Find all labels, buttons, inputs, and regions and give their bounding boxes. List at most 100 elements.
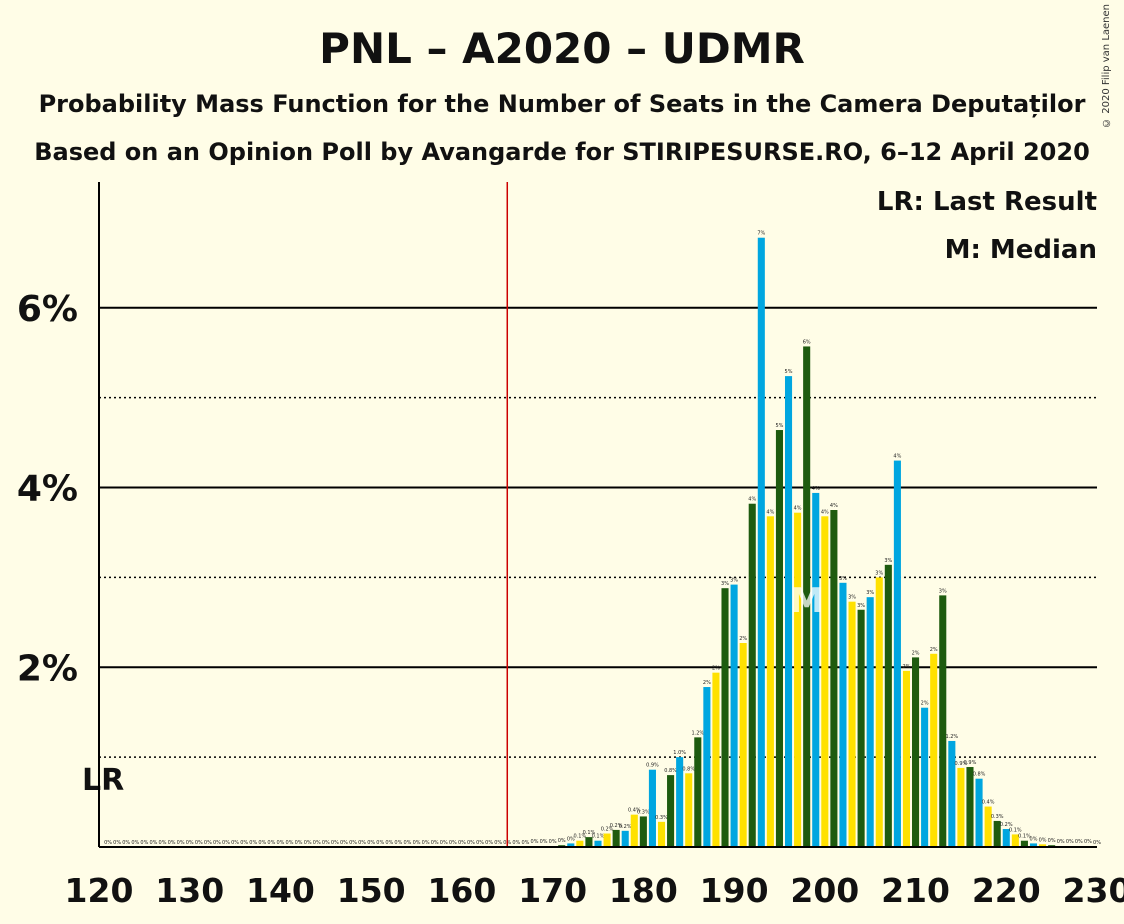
bar: [1029, 843, 1038, 847]
bar-value-label: 0%: [258, 840, 266, 846]
x-tick-label: 150: [337, 871, 406, 910]
bar-value-label: 0%: [240, 840, 248, 846]
bar-value-label: 2%: [712, 666, 720, 672]
bar-value-label: 0%: [521, 840, 529, 846]
bar-value-label: 0.8%: [682, 766, 695, 772]
bar-value-label: 0%: [558, 838, 566, 844]
bar: [657, 821, 666, 847]
bar: [748, 503, 756, 847]
bar: [884, 564, 892, 847]
bar-value-label: 4%: [821, 509, 829, 515]
x-tick-label: 210: [881, 871, 950, 910]
bar-value-label: 5%: [775, 423, 783, 429]
bar-value-label: 0%: [113, 840, 121, 846]
bar: [930, 653, 938, 847]
bar: [567, 843, 575, 847]
bar-value-label: 0%: [467, 840, 475, 846]
bar: [984, 806, 992, 847]
bar: [993, 820, 1001, 847]
bar-value-label: 4%: [812, 486, 820, 492]
bar-value-label: 3%: [939, 588, 947, 594]
bar-value-label: 0%: [1066, 839, 1074, 845]
bar-value-label: 3%: [884, 558, 892, 564]
bar-value-label: 0.8%: [664, 768, 677, 774]
y-tick-label: 6%: [17, 289, 78, 330]
bar-value-label: 0%: [149, 840, 157, 846]
bar: [757, 237, 765, 848]
bar: [585, 837, 593, 847]
bar-value-label: 0%: [540, 839, 548, 845]
bar-value-label: 0%: [295, 840, 303, 846]
bar-value-label: 0.9%: [955, 761, 968, 767]
bar-value-label: 1.2%: [945, 734, 958, 740]
bar-value-label: 0.4%: [982, 800, 995, 806]
bar: [839, 582, 847, 847]
bar-value-label: 0.1%: [592, 834, 605, 840]
x-tick-label: 130: [155, 871, 224, 910]
bar: [902, 670, 911, 847]
bar-value-label: 2%: [739, 636, 747, 642]
bar-value-label: 0.3%: [991, 814, 1004, 820]
bar-value-label: 0%: [458, 840, 466, 846]
bar: [821, 516, 829, 847]
bar-value-label: 0%: [367, 840, 375, 846]
bar-value-label: 0%: [1048, 838, 1056, 844]
bar-value-label: 0%: [195, 840, 203, 846]
bar-value-label: 0%: [168, 840, 176, 846]
bar-value-label: 6%: [803, 339, 811, 345]
x-tick-label: 140: [246, 871, 315, 910]
bar: [667, 775, 675, 847]
bar: [603, 833, 611, 847]
bar: [676, 757, 684, 847]
bar: [830, 510, 838, 847]
bar: [957, 767, 965, 847]
bar-value-label: 0%: [1093, 840, 1101, 846]
bar-value-label: 3%: [866, 590, 874, 596]
bar-value-label: 2%: [930, 647, 938, 653]
y-tick-label: 4%: [17, 469, 78, 510]
bar-value-label: 4%: [766, 509, 774, 515]
bar: [812, 492, 820, 847]
bar-value-label: 2%: [703, 680, 711, 686]
bar-value-label: 0%: [231, 840, 239, 846]
bar: [766, 516, 774, 847]
bar: [784, 376, 793, 847]
bar-value-label: 0%: [512, 840, 520, 846]
bar-value-label: 0%: [340, 840, 348, 846]
bar: [594, 840, 602, 847]
x-tick-label: 220: [972, 871, 1041, 910]
bar-value-label: 0%: [122, 840, 130, 846]
bar-value-label: 0%: [1030, 836, 1038, 842]
bar-value-label: 4%: [830, 503, 838, 509]
chart-source-subtitle: Based on an Opinion Poll by Avangarde fo…: [34, 138, 1090, 166]
bar-value-label: 0%: [1075, 839, 1083, 845]
bar-value-label: 0%: [549, 839, 557, 845]
bar: [948, 740, 956, 847]
bar: [939, 595, 947, 847]
bar-value-label: 0%: [331, 840, 339, 846]
bar: [866, 597, 874, 847]
x-tick-label: 170: [518, 871, 587, 910]
bar: [893, 460, 901, 847]
bar: [966, 767, 974, 847]
bar-value-label: 0%: [376, 840, 384, 846]
bar-value-label: 0%: [286, 840, 294, 846]
bar-value-label: 0.3%: [655, 815, 668, 821]
bar-value-label: 0.2%: [610, 823, 623, 829]
bar-value-label: 0%: [267, 840, 275, 846]
bar-value-label: 1.2%: [691, 730, 704, 736]
bar-value-label: 0%: [1039, 837, 1047, 843]
x-tick-label: 230: [1063, 871, 1124, 910]
bar-value-label: 0%: [304, 840, 312, 846]
x-tick-label: 190: [700, 871, 769, 910]
bar-value-label: 0%: [249, 840, 257, 846]
x-tick-label: 120: [65, 871, 134, 910]
bar: [694, 737, 702, 847]
bar: [875, 577, 883, 847]
bar: [685, 773, 693, 847]
bar-value-label: 0.1%: [1009, 827, 1022, 833]
bar-value-label: 0%: [104, 840, 112, 846]
bar-value-label: 0%: [222, 840, 230, 846]
bar-value-label: 0.1%: [574, 834, 587, 840]
